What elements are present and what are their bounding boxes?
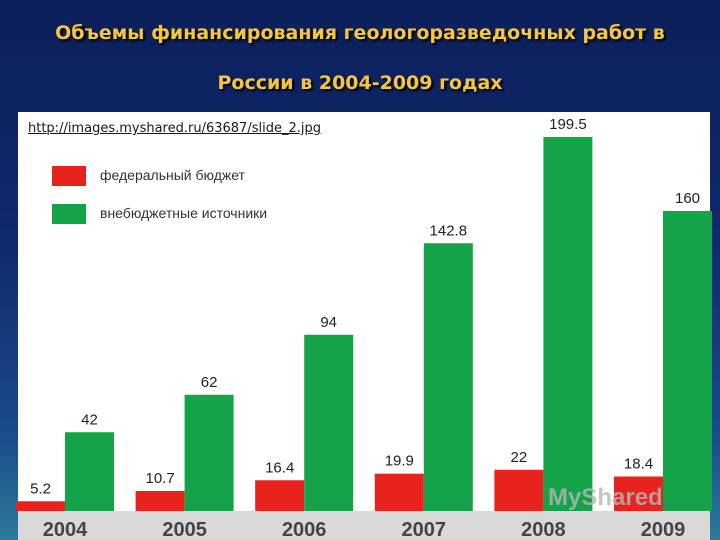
- x-tick-label-2005: 2005: [162, 519, 207, 540]
- x-tick-label-2008: 2008: [521, 519, 566, 540]
- source-link[interactable]: http://images.myshared.ru/63687/slide_2.…: [28, 121, 321, 136]
- x-tick-label-2006: 2006: [282, 519, 327, 540]
- data-label-extrabudget-2006: 94: [320, 314, 337, 331]
- data-label-federal-2007: 19.9: [385, 453, 414, 470]
- bar-federal-2009: [614, 476, 663, 511]
- bar-federal-2005: [135, 490, 185, 511]
- data-label-extrabudget-2004: 42: [81, 411, 98, 428]
- bar-extrabudget-2004: [65, 432, 114, 511]
- legend-label-federal: федеральный бюджет: [100, 167, 246, 183]
- title-line-1: Объемы финансирования геологоразведочных…: [55, 22, 665, 44]
- data-label-extrabudget-2008: 199.5: [549, 116, 587, 133]
- data-label-federal-2008: 22: [511, 449, 528, 466]
- data-label-federal-2004: 5.2: [30, 480, 51, 497]
- x-tick-label-2004: 2004: [43, 519, 88, 540]
- data-label-extrabudget-2009: 160: [675, 190, 700, 207]
- bar-federal-2007: [374, 473, 424, 511]
- data-label-federal-2006: 16.4: [265, 459, 294, 476]
- bar-extrabudget-2009: [663, 211, 712, 511]
- bar-extrabudget-2007: [423, 243, 473, 511]
- bar-federal-2006: [255, 480, 305, 511]
- title-line-2: России в 2004-2009 годах: [217, 72, 503, 94]
- x-tick-label-2007: 2007: [402, 519, 447, 540]
- bar-federal-2004: [16, 501, 65, 511]
- bar-federal-2008: [494, 469, 544, 511]
- data-label-federal-2009: 18.4: [624, 456, 653, 473]
- legend-label-extrabudget: внебюджетные источники: [100, 205, 267, 221]
- legend-swatch-extrabudget: [52, 204, 86, 224]
- axis-floor: [18, 511, 710, 540]
- watermark-logo: MyShared: [548, 484, 663, 511]
- bar-extrabudget-2005: [184, 394, 234, 511]
- data-label-extrabudget-2005: 62: [201, 374, 218, 391]
- data-label-federal-2005: 10.7: [145, 470, 174, 487]
- x-tick-label-2009: 2009: [641, 519, 686, 540]
- legend-swatch-federal: [52, 166, 86, 186]
- data-label-extrabudget-2007: 142.8: [430, 222, 468, 239]
- chart-panel: [18, 112, 710, 540]
- bar-extrabudget-2006: [304, 334, 354, 511]
- bar-extrabudget-2008: [543, 136, 593, 511]
